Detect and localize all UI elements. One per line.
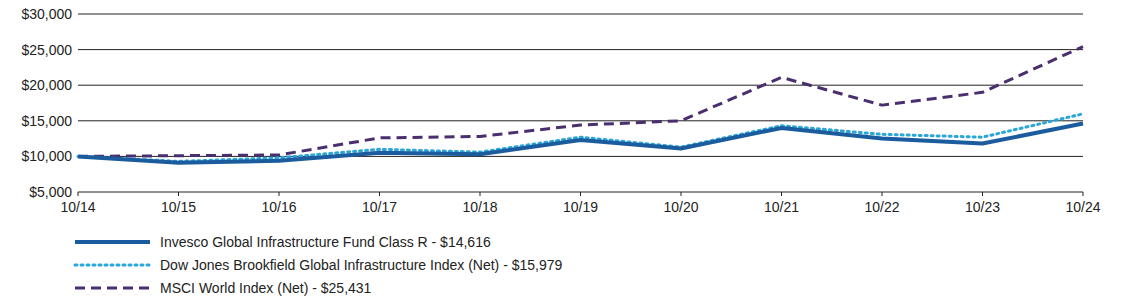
legend-swatch [75,240,150,244]
x-tick [882,192,883,196]
x-tick [681,192,682,196]
grid-line [78,120,1083,121]
x-tick-label: 10/22 [864,199,899,215]
x-tick [580,192,581,196]
x-tick-label: 10/23 [965,199,1000,215]
x-tick-label: 10/18 [462,199,497,215]
grid-line [78,14,1083,15]
series-line [78,124,1083,163]
series-line [78,114,1083,162]
grid-line [78,49,1083,50]
x-tick [379,192,380,196]
x-tick [480,192,481,196]
grid-line [78,85,1083,86]
legend-label: MSCI World Index (Net) - $25,431 [160,280,372,296]
y-tick-label: $20,000 [21,77,72,93]
x-tick-label: 10/15 [161,199,196,215]
y-tick-label: $10,000 [21,148,72,164]
x-tick [781,192,782,196]
x-tick-label: 10/16 [261,199,296,215]
chart: $5,000 $10,000 $15,000 $20,000 $25,000 $30,00… [0,0,1123,304]
legend-swatch [75,264,150,267]
y-tick-label: $25,000 [21,42,72,58]
x-tick [78,192,79,196]
x-tick-label: 10/21 [764,199,799,215]
y-tick-label: $30,000 [21,6,72,22]
legend-label: Invesco Global Infrastructure Fund Class… [160,234,491,250]
x-tick-label: 10/19 [563,199,598,215]
legend-swatch [75,287,150,290]
x-tick-label: 10/20 [663,199,698,215]
x-tick [279,192,280,196]
x-tick [982,192,983,196]
x-tick [178,192,179,196]
x-tick-label: 10/24 [1065,199,1100,215]
x-tick [1083,192,1084,196]
plot-area [78,47,1083,163]
x-tick-label: 10/17 [362,199,397,215]
x-tick-label: 10/14 [60,199,95,215]
legend-label: Dow Jones Brookfield Global Infrastructu… [160,257,563,273]
y-tick-label: $15,000 [21,113,72,129]
y-tick-label: $5,000 [29,184,72,200]
